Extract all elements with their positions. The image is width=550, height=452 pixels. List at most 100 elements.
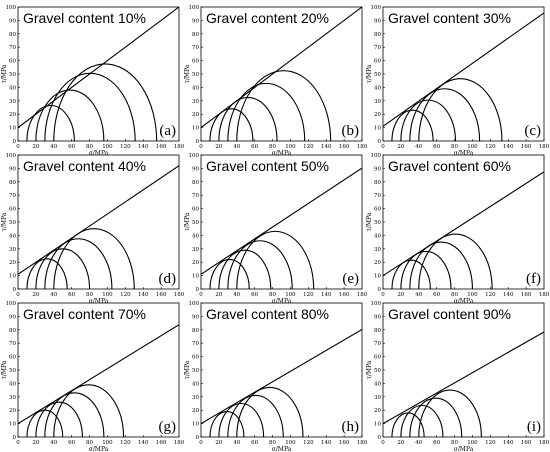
y-tick-label: 30 — [9, 395, 16, 401]
y-tick-label: 20 — [374, 112, 381, 118]
x-tick-label: 60 — [433, 144, 440, 150]
mohr-circle-3 — [409, 88, 481, 141]
y-axis-label: τ/MPa — [366, 64, 373, 83]
plot-frame — [382, 302, 545, 438]
y-tick-label: 90 — [374, 18, 381, 24]
mohr-circle-2 — [218, 96, 278, 141]
x-tick-label: 20 — [215, 144, 222, 150]
y-tick-label: 70 — [374, 193, 381, 199]
x-tick-label: 120 — [485, 440, 496, 446]
panel-title: Gravel content 30% — [388, 10, 511, 26]
panel-title: Gravel content 40% — [23, 158, 146, 174]
y-tick-label: 90 — [9, 18, 16, 24]
y-tick-label: 30 — [192, 395, 199, 401]
y-tick-label: 20 — [9, 260, 16, 266]
y-tick-label: 0 — [378, 435, 382, 441]
x-tick-label: 140 — [138, 440, 149, 446]
y-tick-label: 90 — [9, 166, 16, 172]
y-tick-label: 100 — [371, 5, 382, 11]
y-tick-label: 40 — [9, 85, 16, 91]
mohr-circle-4 — [53, 384, 125, 437]
y-tick-label: 30 — [374, 247, 381, 253]
strength-envelope-line — [201, 167, 362, 275]
y-tick-label: 0 — [13, 139, 17, 145]
x-tick-label: 140 — [321, 440, 332, 446]
chart-panel-8: 0 20 40 60 80 100 120 140 160 180 0 10 20 30 40 50 60 70 8… — [366, 301, 550, 452]
mohr-circle-4 — [236, 231, 315, 289]
x-tick-label: 80 — [86, 144, 93, 150]
y-tick-label: 40 — [374, 85, 381, 91]
y-tick-label: 0 — [196, 139, 200, 145]
x-tick-label: 60 — [68, 440, 75, 446]
x-tick-label: 180 — [357, 292, 368, 298]
x-tick-label: 180 — [539, 292, 550, 298]
strength-envelope-line — [18, 7, 179, 129]
y-tick-label: 50 — [374, 72, 381, 78]
mohr-circle-2 — [35, 401, 83, 437]
y-tick-label: 30 — [9, 247, 16, 253]
x-tick-label: 120 — [120, 440, 131, 446]
y-tick-label: 50 — [192, 368, 199, 374]
chart-panel-7: 0 20 40 60 80 100 120 140 160 180 0 10 20 30 40 50 60 70 8… — [184, 301, 368, 452]
y-tick-label: 60 — [192, 59, 199, 65]
y-tick-label: 90 — [9, 314, 16, 320]
panel-label: (i) — [527, 419, 541, 435]
x-tick-label: 80 — [86, 440, 93, 446]
panel-title: Gravel content 80% — [206, 306, 329, 322]
mohr-circle-1 — [391, 109, 434, 141]
x-tick-label: 40 — [415, 144, 422, 150]
x-tick-label: 160 — [156, 292, 167, 298]
x-tick-label: 60 — [251, 144, 258, 150]
x-tick-label: 0 — [199, 440, 203, 446]
x-axis-label: σ/MPa — [272, 150, 292, 157]
x-tick-label: 140 — [503, 292, 514, 298]
y-tick-label: 60 — [9, 59, 16, 65]
x-tick-label: 20 — [397, 144, 404, 150]
x-tick-label: 60 — [433, 292, 440, 298]
y-tick-label: 0 — [378, 287, 382, 293]
strength-envelope-line — [383, 12, 544, 127]
mohr-circle-4 — [53, 228, 135, 289]
x-tick-label: 20 — [32, 144, 39, 150]
y-tick-label: 90 — [374, 166, 381, 172]
plot-frame — [200, 6, 363, 142]
y-tick-label: 90 — [374, 314, 381, 320]
x-tick-label: 180 — [174, 440, 185, 446]
x-axis-label: σ/MPa — [89, 446, 109, 452]
y-tick-label: 60 — [9, 207, 16, 213]
y-tick-label: 40 — [9, 233, 16, 239]
mohr-circle-3 — [227, 82, 306, 141]
x-tick-label: 40 — [50, 144, 57, 150]
x-axis-label: σ/MPa — [89, 298, 109, 305]
y-tick-label: 40 — [192, 233, 199, 239]
chart-panel-5: 0 20 40 60 80 100 120 140 160 180 0 10 20 30 40 50 60 70 8… — [366, 153, 550, 305]
y-tick-label: 80 — [9, 180, 16, 186]
chart-panel-2: 0 20 40 60 80 100 120 140 160 180 0 10 20 30 40 50 60 70 8… — [366, 5, 550, 157]
x-tick-label: 160 — [521, 292, 532, 298]
mohr-circle-4 — [236, 386, 304, 437]
plot-frame — [382, 6, 545, 142]
x-tick-label: 160 — [339, 440, 350, 446]
y-tick-label: 80 — [9, 328, 16, 334]
panel-label: (g) — [159, 419, 177, 435]
y-tick-label: 80 — [192, 32, 199, 38]
mohr-circle-1 — [209, 259, 250, 289]
x-tick-label: 20 — [215, 440, 222, 446]
x-tick-label: 20 — [397, 292, 404, 298]
x-tick-label: 100 — [102, 440, 113, 446]
x-tick-label: 80 — [451, 144, 458, 150]
y-axis-label: τ/MPa — [184, 212, 191, 231]
x-tick-label: 0 — [381, 440, 385, 446]
y-tick-label: 20 — [192, 112, 199, 118]
strength-envelope-line — [383, 331, 544, 425]
x-tick-label: 120 — [120, 292, 131, 298]
mohr-circle-4 — [236, 70, 332, 141]
x-tick-label: 100 — [467, 440, 478, 446]
y-tick-label: 0 — [196, 435, 200, 441]
x-tick-label: 120 — [303, 292, 314, 298]
y-tick-label: 10 — [9, 126, 16, 132]
y-tick-label: 50 — [192, 72, 199, 78]
y-tick-label: 10 — [374, 422, 381, 428]
mohr-circle-4 — [418, 389, 482, 437]
mohr-circle-2 — [400, 99, 456, 141]
